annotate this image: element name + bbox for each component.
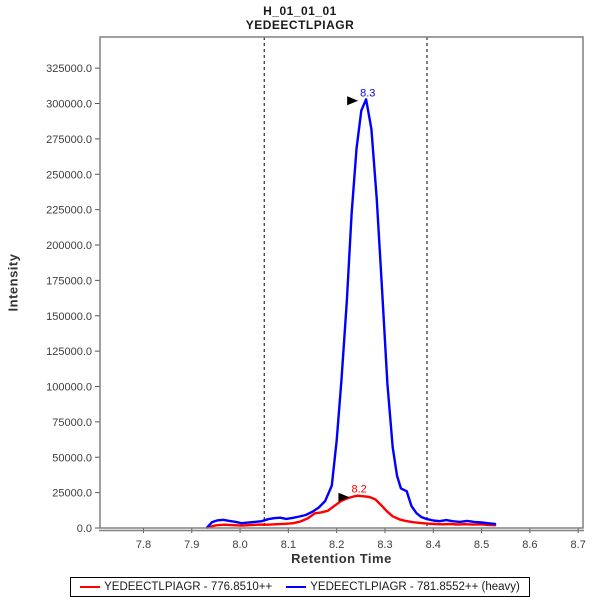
chart-title-peptide: YEDEECTLPIAGR (245, 18, 355, 32)
peak-rt-label-light: 8.2 (351, 484, 366, 496)
y-axis-tick-label: 50000.0 (52, 452, 92, 464)
legend-swatch-light (80, 586, 101, 588)
y-axis-tick-label: 250000.0 (46, 169, 92, 181)
y-axis-tick-label: 275000.0 (46, 134, 92, 146)
x-axis-tick-label: 8.7 (571, 539, 586, 551)
y-axis-tick-label: 175000.0 (46, 275, 92, 287)
peak-apex-arrow-icon (338, 492, 350, 502)
legend-item-heavy: YEDEECTLPIAGR - 781.8552++ (heavy) (286, 581, 520, 593)
plot-frame (99, 36, 584, 529)
chromatogram-trace-light (205, 494, 497, 529)
y-axis-tick-label: 75000.0 (52, 417, 92, 429)
x-axis-tick-label: 8.6 (522, 539, 537, 551)
y-axis-tick-label: 225000.0 (46, 205, 92, 217)
plot-background (100, 37, 583, 528)
chart-title: H_01_01_01 YEDEECTLPIAGR (0, 4, 600, 32)
y-axis-title: Intensity (5, 253, 21, 312)
y-axis-tick-label: 25000.0 (52, 488, 92, 500)
x-axis-tick-label: 8.4 (426, 539, 441, 551)
legend-box: YEDEECTLPIAGR - 776.8510++ YEDEECTLPIAGR… (70, 577, 530, 597)
y-axis-tick-label: 200000.0 (46, 240, 92, 252)
x-axis-tick-label: 8.0 (232, 539, 247, 551)
x-axis-title: Retention Time (291, 551, 392, 566)
legend-label-heavy: YEDEECTLPIAGR - 781.8552++ (heavy) (310, 581, 520, 593)
peak-apex-arrow-icon (347, 96, 359, 106)
chart-title-replicate: H_01_01_01 (263, 4, 337, 18)
chromatogram-trace-heavy (205, 98, 497, 529)
x-axis-tick-label: 8.2 (329, 539, 344, 551)
y-axis-tick-label: 125000.0 (46, 346, 92, 358)
x-axis-tick-label: 8.3 (377, 539, 392, 551)
x-axis-tick-label: 8.1 (281, 539, 296, 551)
y-axis-tick-label: 0.0 (77, 523, 92, 535)
legend: YEDEECTLPIAGR - 776.8510++ YEDEECTLPIAGR… (0, 577, 600, 597)
x-axis-tick-label: 7.8 (136, 539, 151, 551)
y-axis-tick-label: 150000.0 (46, 311, 92, 323)
peak-rt-label-heavy: 8.3 (360, 87, 375, 99)
y-axis-tick-label: 325000.0 (46, 63, 92, 75)
x-axis-tick-label: 8.5 (474, 539, 489, 551)
x-axis-tick-label: 7.9 (184, 539, 199, 551)
legend-swatch-heavy (286, 586, 307, 588)
legend-item-light: YEDEECTLPIAGR - 776.8510++ (80, 581, 272, 593)
y-axis-tick-label: 300000.0 (46, 99, 92, 111)
y-axis-tick-label: 100000.0 (46, 382, 92, 394)
legend-label-light: YEDEECTLPIAGR - 776.8510++ (104, 581, 273, 593)
